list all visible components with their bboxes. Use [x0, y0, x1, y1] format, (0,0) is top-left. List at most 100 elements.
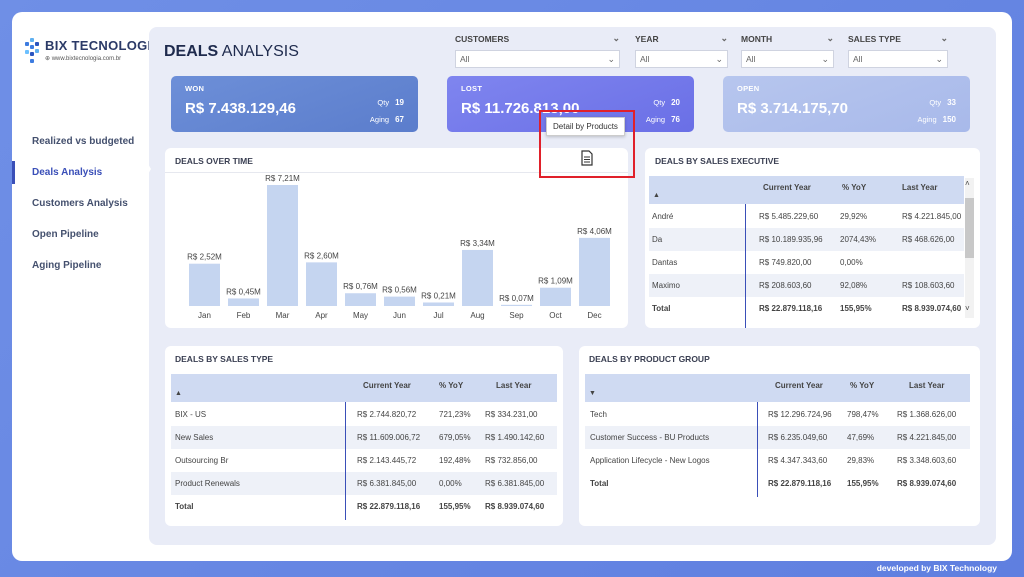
- bar[interactable]: [384, 296, 415, 306]
- bar[interactable]: [189, 263, 220, 306]
- column-header[interactable]: % YoY: [842, 183, 867, 192]
- kpi-won-card[interactable]: WON R$ 7.438.129,46 Qty 19 Aging 67: [171, 76, 418, 132]
- brand-name: BIX TECNOLOGIA: [45, 38, 162, 53]
- nav-item-deals-analysis[interactable]: Deals Analysis: [12, 157, 150, 188]
- filter-select[interactable]: All ⌄: [848, 50, 948, 68]
- table-cell[interactable]: Tech: [590, 410, 607, 419]
- chevron-down-icon[interactable]: ⌄: [940, 33, 948, 43]
- table-cell: 92,08%: [840, 281, 868, 290]
- table-cell[interactable]: Customer Success - BU Products: [590, 433, 710, 442]
- bar-value-label: R$ 4,06M: [577, 227, 612, 236]
- bar[interactable]: [501, 304, 532, 306]
- side-nav: Realized vs budgeted Deals Analysis Cust…: [12, 126, 150, 281]
- table-cell: 29,83%: [847, 456, 875, 465]
- bar[interactable]: [423, 302, 454, 306]
- card-title: DEALS BY PRODUCT GROUP: [589, 354, 710, 364]
- column-header[interactable]: Last Year: [902, 183, 938, 192]
- column-header[interactable]: Current Year: [775, 381, 823, 390]
- scroll-up-icon[interactable]: ˄: [965, 179, 970, 188]
- card-title: DEALS BY SALES TYPE: [175, 354, 274, 364]
- filter-customers[interactable]: CUSTOMERS ⌄ All ⌄: [455, 33, 620, 68]
- table-cell: R$ 6.381.845,00: [485, 479, 545, 488]
- table-cell[interactable]: BIX - US: [175, 410, 207, 419]
- table-cell: R$ 108.603,60: [902, 281, 955, 290]
- table-cell: 679,05%: [439, 433, 471, 442]
- bar-value-label: R$ 0,45M: [226, 287, 261, 296]
- table-cell[interactable]: Dantas: [652, 258, 678, 267]
- sort-up-icon[interactable]: ▲: [175, 390, 182, 397]
- table-cell[interactable]: New Sales: [175, 433, 214, 442]
- bar[interactable]: [228, 298, 259, 306]
- total-cell[interactable]: Total: [652, 304, 671, 313]
- table-cell: R$ 334.231,00: [485, 410, 538, 419]
- filter-year[interactable]: YEAR ⌄ All ⌄: [635, 33, 728, 68]
- kpi-open-card[interactable]: OPEN R$ 3.714.175,70 Qty 33 Aging 150: [723, 76, 970, 132]
- column-header[interactable]: Current Year: [363, 381, 411, 390]
- x-tick-label: Jun: [393, 311, 406, 320]
- table-cell[interactable]: Outsourcing Br: [175, 456, 229, 465]
- column-divider: [345, 402, 346, 520]
- bar[interactable]: [267, 185, 298, 306]
- table-header: [585, 374, 970, 402]
- nav-item-customers-analysis[interactable]: Customers Analysis: [32, 198, 128, 209]
- scrollbar-thumb[interactable]: [965, 198, 974, 258]
- x-tick-label: Feb: [237, 311, 251, 320]
- bar[interactable]: [462, 249, 493, 306]
- chevron-down-icon: ⌄: [821, 53, 829, 64]
- kpi-aging: 76: [671, 115, 680, 124]
- bar[interactable]: [579, 237, 610, 306]
- table-cell: R$ 6.235.049,60: [768, 433, 828, 442]
- column-header[interactable]: % YoY: [439, 381, 464, 390]
- chevron-down-icon[interactable]: ⌄: [720, 33, 728, 43]
- document-icon[interactable]: [580, 150, 594, 166]
- chevron-down-icon[interactable]: ⌄: [826, 33, 834, 43]
- filter-select[interactable]: All ⌄: [455, 50, 620, 68]
- table-cell[interactable]: Application Lifecycle - New Logos: [590, 456, 710, 465]
- table-cell[interactable]: Da: [652, 235, 663, 244]
- column-header[interactable]: Current Year: [763, 183, 811, 192]
- nav-item-aging-pipeline[interactable]: Aging Pipeline: [32, 260, 102, 271]
- x-tick-label: Jul: [433, 311, 443, 320]
- total-cell[interactable]: Total: [175, 502, 194, 511]
- total-cell[interactable]: Total: [590, 479, 609, 488]
- filter-sales-type[interactable]: SALES TYPE ⌄ All ⌄: [848, 33, 948, 68]
- total-cell: 155,95%: [439, 502, 471, 511]
- sort-up-icon[interactable]: ▲: [653, 192, 660, 199]
- x-tick-label: Jan: [198, 311, 211, 320]
- total-cell: R$ 22.879.118,16: [357, 502, 421, 511]
- table-cell: R$ 6.381.845,00: [357, 479, 417, 488]
- table-cell: R$ 749.820,00: [759, 258, 812, 267]
- table-cell[interactable]: Maximo: [652, 281, 681, 290]
- total-cell: R$ 22.879.118,16: [768, 479, 832, 488]
- table-cell: R$ 3.348.603,60: [897, 456, 957, 465]
- filter-value: All: [640, 54, 650, 64]
- scrollbar[interactable]: [965, 178, 974, 318]
- bar[interactable]: [345, 293, 376, 306]
- filter-value: All: [853, 54, 863, 64]
- column-header[interactable]: Last Year: [909, 381, 945, 390]
- x-tick-label: Apr: [315, 311, 328, 320]
- page-title-bold: DEALS: [164, 43, 219, 60]
- table-cell: R$ 2.143.445,72: [357, 456, 417, 465]
- table-cell: R$ 4.221.845,00: [897, 433, 957, 442]
- filter-select[interactable]: All ⌄: [635, 50, 728, 68]
- nav-item-realized-vs-budgeted[interactable]: Realized vs budgeted: [32, 136, 135, 147]
- nav-item-open-pipeline[interactable]: Open Pipeline: [32, 229, 99, 240]
- product-group-card: DEALS BY PRODUCT GROUP ▼ Current Year % …: [579, 346, 980, 526]
- x-tick-label: Oct: [549, 311, 562, 320]
- column-header[interactable]: Last Year: [496, 381, 532, 390]
- sort-down-icon[interactable]: ▼: [589, 390, 596, 397]
- total-cell: 155,95%: [847, 479, 879, 488]
- column-header[interactable]: % YoY: [850, 381, 875, 390]
- filter-month[interactable]: MONTH ⌄ All ⌄: [741, 33, 834, 68]
- bar[interactable]: [540, 287, 571, 306]
- table-cell[interactable]: Product Renewals: [175, 479, 240, 488]
- bar[interactable]: [306, 262, 337, 306]
- table-cell[interactable]: André: [652, 212, 674, 221]
- sales-exec-card: DEALS BY SALES EXECUTIVE ▲ Current Year …: [645, 148, 980, 328]
- scroll-down-icon[interactable]: ˅: [965, 304, 970, 313]
- filter-select[interactable]: All ⌄: [741, 50, 834, 68]
- globe-icon: ⊕: [45, 56, 52, 62]
- chevron-down-icon[interactable]: ⌄: [612, 33, 620, 43]
- table-cell: R$ 4.347.343,60: [768, 456, 828, 465]
